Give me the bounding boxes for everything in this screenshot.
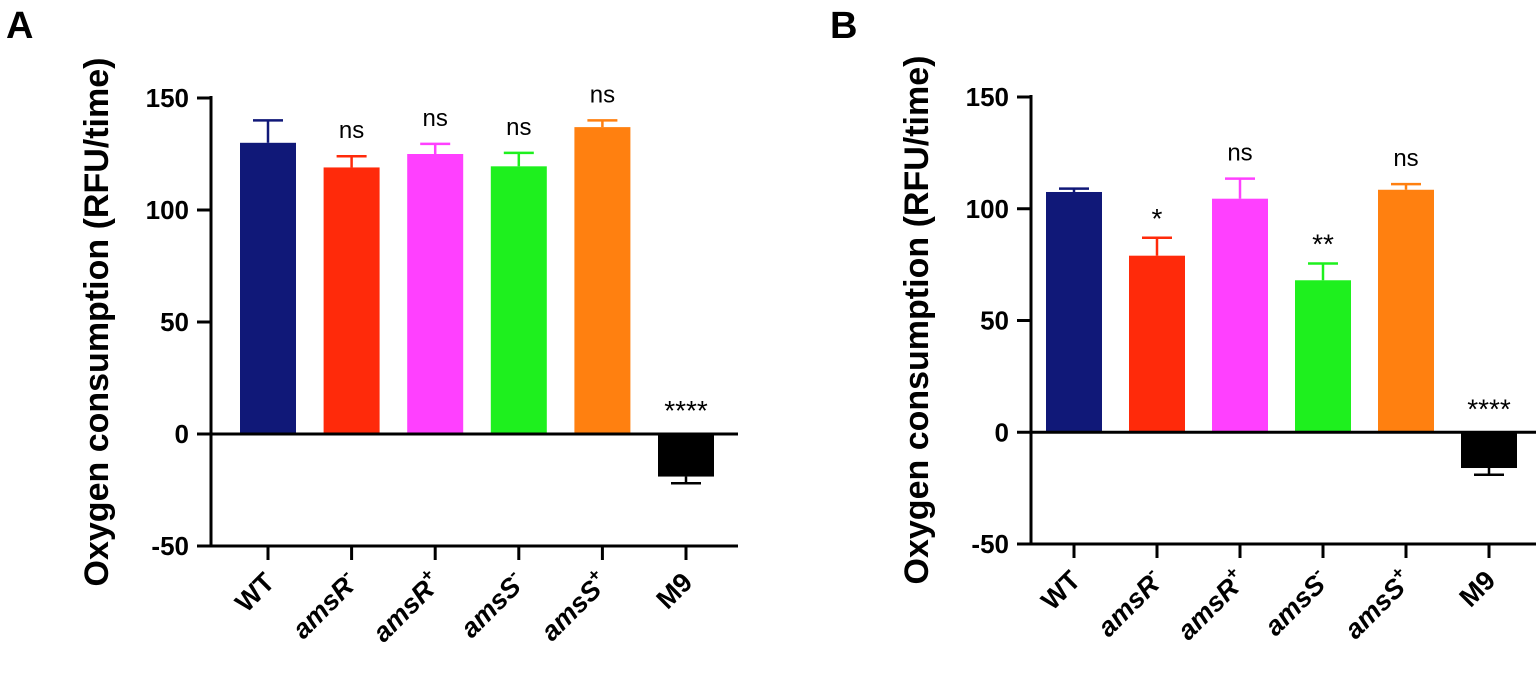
x-tick-label: WT	[1035, 565, 1086, 616]
significance-label: ns	[423, 105, 448, 132]
significance-label: ****	[1467, 393, 1511, 424]
x-tick-label: amsR+	[364, 564, 447, 647]
significance-label: ns	[506, 114, 531, 141]
bar-wt	[1046, 191, 1102, 433]
y-tick-label: 50	[980, 306, 1009, 336]
bar-amsr-	[1129, 255, 1185, 433]
x-tick-label: M9	[1454, 565, 1502, 613]
bar-amss-	[1295, 280, 1351, 433]
y-tick-label: 150	[146, 83, 189, 113]
y-tick-label: 0	[995, 417, 1009, 447]
y-tick-label: 0	[175, 419, 189, 449]
y-tick-label: 150	[966, 82, 1009, 112]
significance-label: ****	[664, 395, 708, 426]
significance-label: ns	[1227, 140, 1252, 167]
x-tick-label: amsR-	[1089, 562, 1169, 642]
significance-label: *	[1152, 203, 1163, 234]
y-tick-label: -50	[971, 529, 1009, 559]
y-axis-label: Oxygen consumption (RFU/time)	[898, 56, 936, 585]
x-tick-label: amsS-	[452, 564, 531, 643]
y-tick-label: -50	[151, 531, 189, 561]
bar-amss+	[1378, 189, 1434, 433]
y-axis-label: Oxygen consumption (RFU/time)	[78, 58, 116, 587]
significance-label: ns	[590, 81, 615, 108]
x-tick-label: amsR-	[284, 564, 364, 644]
bar-amss-	[490, 166, 547, 434]
chart-panel-b: B Oxygen consumption (RFU/time) 150 100 50 0 -…	[830, 5, 1536, 646]
bar-m9	[658, 434, 714, 477]
x-tick-label: amsR+	[1169, 562, 1252, 645]
x-tick-label: amsS-	[1256, 562, 1335, 641]
significance-label: ns	[1393, 145, 1418, 172]
significance-label: **	[1312, 229, 1334, 260]
bar-wt	[240, 142, 296, 435]
panel-letter: A	[6, 5, 33, 47]
bar-amsr-	[323, 167, 380, 434]
chart-panel-a: A Oxygen consumption (RFU/time) 150 100 50 0 -…	[6, 5, 738, 648]
significance-label: ns	[339, 117, 364, 144]
y-tick-label: 100	[966, 194, 1009, 224]
panel-letter: B	[830, 5, 857, 47]
bar-amsr+	[407, 154, 464, 434]
x-tick-label: WT	[229, 567, 280, 618]
x-tick-label: amsS+	[1336, 562, 1418, 644]
bar-amsr+	[1212, 198, 1268, 433]
x-tick-label: M9	[651, 567, 699, 615]
bar-amss+	[574, 127, 631, 435]
y-tick-label: 50	[160, 307, 189, 337]
y-tick-label: 100	[146, 195, 189, 225]
x-tick-label: amsS+	[532, 564, 614, 646]
bar-m9	[1461, 432, 1517, 469]
